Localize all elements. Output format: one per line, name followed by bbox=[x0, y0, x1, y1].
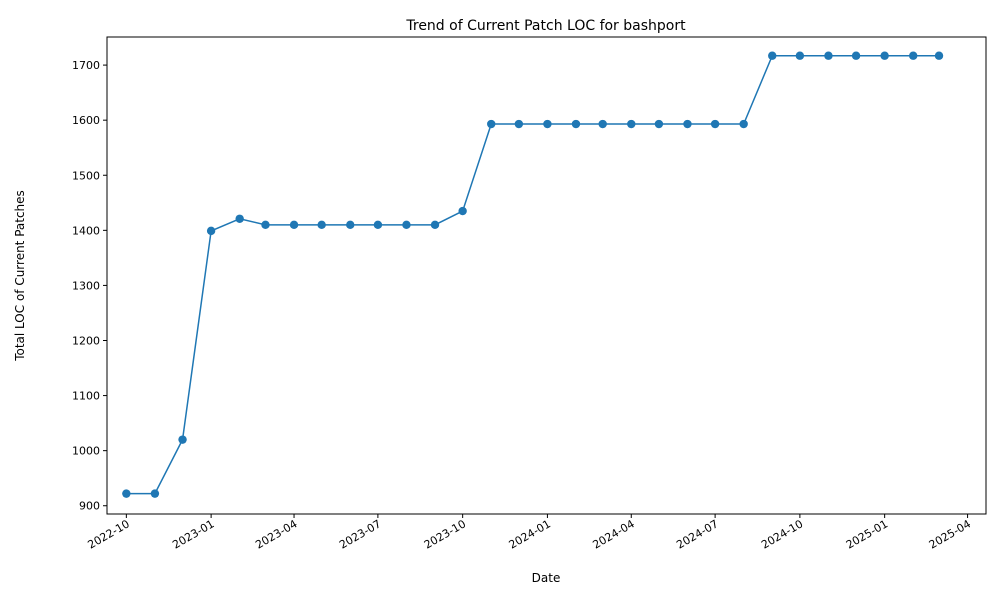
data-point bbox=[261, 220, 270, 230]
data-point bbox=[178, 435, 187, 444]
data-point bbox=[458, 206, 467, 216]
data-point bbox=[571, 119, 581, 129]
chart-title: Trend of Current Patch LOC for bashport bbox=[405, 18, 686, 34]
y-tick-label: 1100 bbox=[72, 390, 100, 403]
x-tick-label: 2023-01 bbox=[170, 517, 216, 551]
x-tick-label: 2023-04 bbox=[253, 517, 299, 551]
data-point bbox=[402, 220, 411, 230]
y-tick-label: 1300 bbox=[72, 279, 100, 292]
x-tick-label: 2024-04 bbox=[590, 517, 636, 551]
y-tick-label: 1400 bbox=[72, 224, 100, 237]
y-tick-label: 1700 bbox=[72, 59, 100, 72]
y-tick-label: 900 bbox=[79, 500, 100, 513]
data-point bbox=[373, 220, 383, 230]
x-tick-label: 2025-01 bbox=[844, 517, 890, 551]
data-point bbox=[150, 489, 160, 498]
data-point bbox=[795, 51, 805, 60]
data-point bbox=[654, 119, 664, 129]
x-tick-label: 2022-10 bbox=[86, 517, 132, 551]
data-point bbox=[909, 51, 918, 60]
y-axis-label: Total LOC of Current Patches bbox=[13, 190, 27, 362]
data-point bbox=[851, 51, 861, 60]
x-tick-label: 2023-07 bbox=[337, 517, 383, 551]
data-point bbox=[824, 51, 833, 60]
data-point bbox=[514, 119, 524, 129]
data-point bbox=[122, 489, 131, 498]
data-points bbox=[122, 51, 944, 498]
x-axis-label: Date bbox=[532, 571, 561, 585]
data-point bbox=[683, 119, 692, 129]
data-point bbox=[627, 119, 636, 129]
x-tick-label: 2024-10 bbox=[759, 517, 805, 551]
data-point bbox=[710, 119, 720, 129]
data-point bbox=[206, 226, 216, 236]
plot-area: 900 1000 1100 1200 1300 1400 1500 1600 1700 2022… bbox=[72, 36, 987, 552]
x-tick-label: 2024-01 bbox=[507, 517, 553, 551]
series-line bbox=[126, 54, 940, 495]
data-point bbox=[739, 119, 748, 129]
x-axis: 2022-10 2023-01 2023-04 2023-07 2023-10 2024-… bbox=[86, 514, 973, 552]
data-point bbox=[235, 214, 244, 223]
x-tick-label: 2023-10 bbox=[422, 517, 468, 551]
data-point bbox=[430, 220, 440, 230]
y-tick-label: 1600 bbox=[72, 114, 100, 127]
plot-frame bbox=[106, 36, 987, 515]
y-tick-label: 1000 bbox=[72, 445, 100, 458]
y-axis: 900 1000 1100 1200 1300 1400 1500 1600 1700 bbox=[72, 59, 107, 513]
y-tick-label: 1500 bbox=[72, 169, 100, 182]
data-point bbox=[880, 51, 889, 60]
data-point bbox=[317, 220, 326, 230]
data-point bbox=[346, 220, 355, 230]
data-point bbox=[543, 119, 552, 129]
data-point bbox=[487, 119, 496, 129]
x-tick-label: 2025-04 bbox=[927, 517, 973, 551]
data-point bbox=[598, 119, 607, 129]
data-point bbox=[934, 51, 944, 60]
y-tick-label: 1200 bbox=[72, 334, 100, 347]
x-tick-label: 2024-07 bbox=[674, 517, 720, 551]
data-point bbox=[289, 220, 299, 230]
data-point bbox=[768, 51, 777, 60]
